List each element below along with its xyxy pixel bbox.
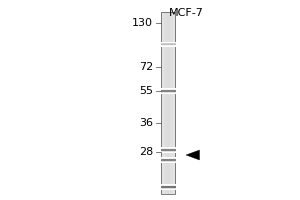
Bar: [160, 160, 175, 161]
Bar: [160, 159, 175, 160]
Bar: [160, 90, 175, 91]
Bar: [160, 89, 175, 90]
Bar: [160, 93, 175, 94]
Bar: [160, 45, 175, 46]
Bar: [160, 159, 175, 160]
Bar: [160, 152, 175, 153]
Bar: [161, 12, 162, 194]
Bar: [160, 184, 175, 185]
Bar: [175, 12, 176, 194]
Bar: [160, 187, 175, 188]
Bar: [170, 12, 171, 194]
Bar: [160, 91, 175, 92]
Bar: [164, 12, 165, 194]
Bar: [163, 12, 164, 194]
Bar: [162, 12, 163, 194]
Bar: [169, 12, 170, 194]
Bar: [169, 12, 170, 194]
Bar: [160, 188, 175, 189]
Bar: [168, 12, 169, 194]
Bar: [160, 158, 175, 159]
Bar: [166, 12, 167, 194]
Bar: [160, 44, 175, 45]
Bar: [160, 189, 175, 190]
Bar: [160, 12, 175, 194]
Bar: [160, 186, 175, 187]
Bar: [160, 149, 175, 150]
Bar: [160, 158, 175, 159]
Text: MCF-7: MCF-7: [169, 8, 203, 18]
Bar: [160, 162, 175, 163]
Bar: [160, 161, 175, 162]
Bar: [160, 189, 175, 190]
Bar: [167, 12, 168, 194]
Bar: [160, 46, 175, 47]
Bar: [160, 157, 175, 158]
Bar: [172, 12, 173, 194]
Bar: [160, 92, 175, 93]
Bar: [160, 91, 175, 92]
Bar: [173, 12, 174, 194]
Bar: [160, 186, 175, 187]
Bar: [160, 150, 175, 151]
Bar: [160, 147, 175, 148]
Bar: [160, 88, 175, 89]
Text: 72: 72: [139, 62, 153, 72]
Bar: [174, 12, 175, 194]
Bar: [160, 148, 175, 149]
Bar: [160, 151, 175, 152]
Text: 28: 28: [139, 147, 153, 157]
Text: 55: 55: [139, 86, 153, 96]
Bar: [160, 187, 175, 188]
Bar: [160, 12, 161, 194]
Bar: [160, 43, 175, 44]
Bar: [160, 149, 175, 150]
Bar: [160, 90, 175, 91]
Bar: [160, 42, 175, 43]
Bar: [171, 12, 172, 194]
Bar: [160, 148, 175, 149]
Polygon shape: [186, 150, 200, 160]
Bar: [160, 152, 175, 153]
Bar: [160, 93, 175, 94]
Bar: [160, 185, 175, 186]
Bar: [165, 12, 166, 194]
Text: 130: 130: [132, 18, 153, 28]
Bar: [160, 92, 175, 93]
Text: 36: 36: [139, 118, 153, 128]
Bar: [160, 188, 175, 189]
Bar: [160, 162, 175, 163]
